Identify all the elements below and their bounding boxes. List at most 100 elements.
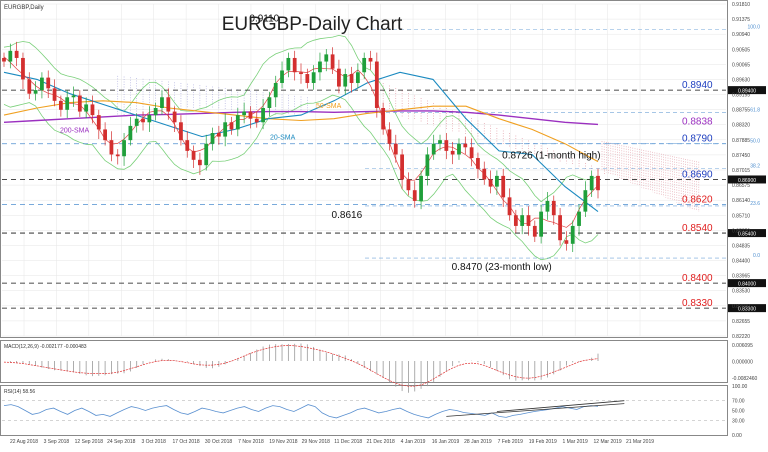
- x-tick-label: 4 Jan 2019: [401, 439, 426, 445]
- grid: [2, 3, 726, 337]
- candle-body: [77, 95, 82, 112]
- y-tick-label: 0.89195: [732, 93, 750, 99]
- candle-body: [128, 125, 133, 141]
- macd-y-tick: 0.006095: [732, 343, 753, 349]
- x-tick-label: 22 Aug 2018: [10, 439, 38, 445]
- fib-label: 61.8: [750, 108, 760, 114]
- candle-body: [355, 72, 360, 83]
- candle-body: [223, 122, 228, 137]
- sma20-line: [3, 71, 599, 213]
- fib-label: 50.0: [750, 139, 760, 145]
- rsi-y-tick: 50.00: [732, 409, 745, 415]
- candle-body: [507, 197, 512, 216]
- candle-body: [526, 215, 531, 226]
- candle-body: [419, 175, 423, 201]
- y-tick-label: 0.87885: [732, 138, 750, 144]
- candle-body: [14, 50, 19, 58]
- candle-body: [58, 100, 63, 110]
- y-tick-label: 0.88755: [732, 108, 750, 114]
- candlesticks: [2, 41, 600, 253]
- candle-body: [160, 97, 164, 108]
- x-tick-label: 3 Oct 2018: [141, 439, 166, 445]
- candle-body: [109, 140, 114, 155]
- candle-body: [589, 175, 594, 191]
- candle-body: [286, 57, 291, 71]
- candle-body: [96, 115, 101, 130]
- candle-body: [501, 175, 506, 198]
- y-tick-label: 0.87015: [732, 168, 750, 174]
- axis-marker-label: 0.89400: [738, 88, 756, 94]
- y-tick-label: 0.86575: [732, 183, 750, 189]
- candle-body: [425, 154, 430, 176]
- candle-body: [115, 154, 120, 157]
- price-axis: 0.91810 0.91375 0.90940 0.90505 0.90065 0.896…: [732, 2, 750, 340]
- level-label: 0.8330: [682, 298, 713, 309]
- candle-body: [324, 54, 329, 62]
- candle-body: [393, 143, 398, 155]
- x-tick-label: 11 Dec 2018: [334, 439, 362, 445]
- fib-label: 100.0: [747, 24, 760, 30]
- candle-body: [406, 179, 411, 191]
- candle-body: [166, 97, 171, 112]
- candle-body: [2, 57, 6, 62]
- candle-body: [330, 54, 335, 69]
- y-tick-label: 0.90505: [732, 47, 750, 53]
- candle-body: [513, 215, 518, 226]
- x-tick-label: 1 Mar 2019: [563, 439, 589, 445]
- candle-body: [343, 74, 348, 87]
- candle-body: [191, 150, 196, 160]
- rsi-y-tick: 70.00: [732, 399, 745, 405]
- x-tick-label: 19 Nov 2018: [269, 439, 298, 445]
- macd-signal-line: [3, 345, 599, 387]
- level-label: 0.8540: [682, 223, 713, 234]
- candle-body: [84, 104, 89, 112]
- macd-y-tick: -0.0082460: [732, 376, 758, 382]
- candle-body: [210, 133, 215, 144]
- annotations: 0.9110 0.8616 0.8726 (1-month high) 0.8470 …: [249, 13, 600, 273]
- x-tick-label: 28 Jan 2019: [464, 439, 492, 445]
- fib-label: 0.0: [753, 253, 760, 259]
- rsi-panel-frame: [0, 385, 728, 436]
- horizontal-levels: 0.8940 0.8838 0.8790 0.8690 0.8620 0.8540 0.84…: [2, 80, 766, 312]
- x-tick-label: 19 Feb 2019: [529, 439, 557, 445]
- y-tick-label: 0.85710: [732, 213, 750, 219]
- candle-body: [545, 200, 550, 212]
- rsi-trendline: [496, 400, 625, 412]
- candle-body: [267, 97, 272, 108]
- candle-body: [495, 175, 499, 187]
- moving-averages: 200-SMA 50-SMA 20-SMA: [3, 56, 599, 228]
- y-tick-label: 0.91810: [732, 2, 750, 8]
- level-label: 0.8790: [682, 134, 713, 145]
- candle-body: [564, 240, 569, 244]
- candle-body: [463, 143, 468, 148]
- candle-body: [362, 57, 367, 73]
- candle-body: [438, 140, 442, 144]
- candle-body: [52, 88, 57, 101]
- annotation-label: 0.8616: [332, 210, 363, 221]
- candle-body: [368, 57, 373, 62]
- candle-body: [134, 118, 139, 126]
- axis-marker: [728, 304, 766, 313]
- candle-body: [400, 154, 404, 180]
- candle-body: [172, 111, 177, 123]
- candle-body: [292, 57, 297, 73]
- candle-body: [21, 57, 25, 80]
- time-axis: 22 Aug 2018 3 Sep 2018 12 Sep 2018 24 Sep 2…: [10, 439, 654, 445]
- x-tick-label: 3 Sep 2018: [44, 439, 70, 445]
- candle-body: [33, 90, 38, 94]
- level-label: 0.8940: [682, 80, 713, 91]
- candle-body: [216, 133, 221, 137]
- candle-body: [141, 118, 145, 123]
- candle-body: [431, 143, 436, 155]
- macd-y-tick: 0.000000: [732, 360, 753, 366]
- candle-body: [596, 175, 600, 191]
- candle-body: [185, 140, 190, 151]
- axis-marker-label: 0.83300: [738, 306, 756, 312]
- axis-marker-label: 0.84000: [738, 281, 756, 287]
- candle-body: [280, 70, 284, 83]
- y-tick-label: 0.84400: [732, 259, 750, 265]
- y-tick-label: 0.86140: [732, 198, 750, 204]
- level-label: 0.8620: [682, 194, 713, 205]
- candle-body: [412, 190, 417, 201]
